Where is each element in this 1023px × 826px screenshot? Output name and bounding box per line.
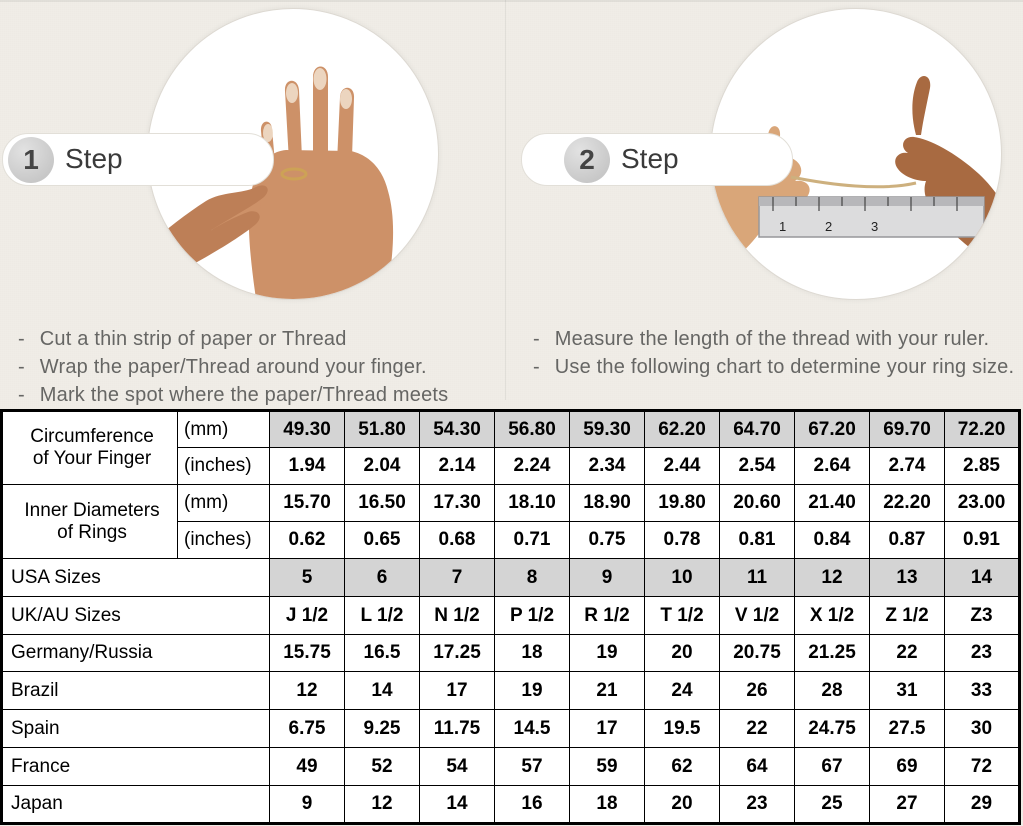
svg-text:2: 2 xyxy=(825,219,832,234)
svg-text:3: 3 xyxy=(871,219,878,234)
svg-text:1: 1 xyxy=(779,219,786,234)
